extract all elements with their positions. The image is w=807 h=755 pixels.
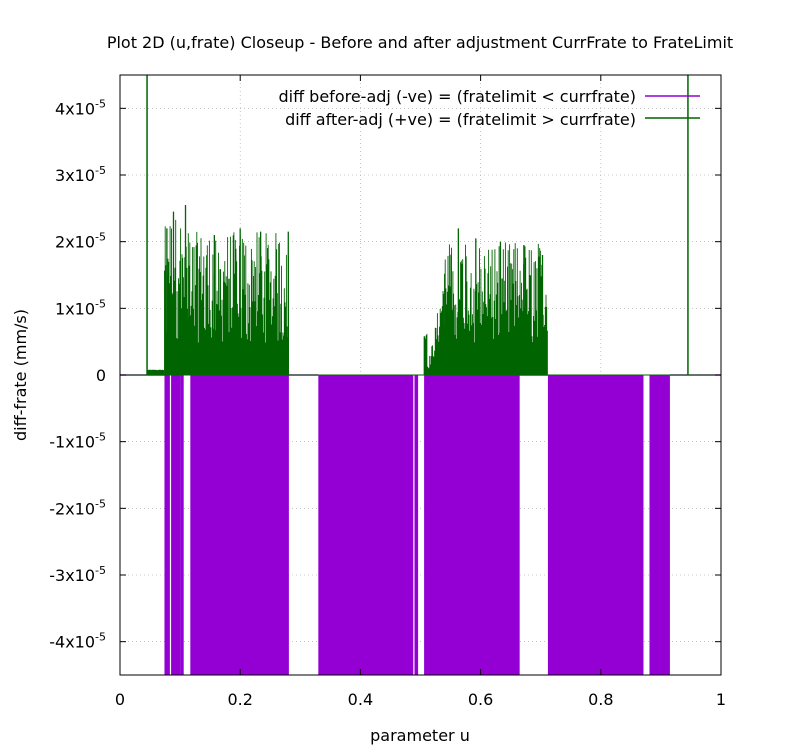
before-adj-impulse-block xyxy=(649,375,670,675)
legend-label-after-adj: diff after-adj (+ve) = (fratelimit > cur… xyxy=(285,110,636,129)
before-adj-impulse-block xyxy=(164,375,170,675)
before-adj-impulse-block xyxy=(414,375,419,675)
after-adj-impulses xyxy=(423,291,445,375)
y-tick-label: 1x10-5 xyxy=(55,297,106,318)
x-axis-label: parameter u xyxy=(370,726,470,745)
x-tick-label: 1 xyxy=(716,690,726,709)
legend: diff before-adj (-ve) = (fratelimit < cu… xyxy=(278,87,700,129)
y-tick-label: -1x10-5 xyxy=(49,431,106,452)
y-tick-mantissa: 1x10 xyxy=(55,299,95,318)
before-adj-impulse-block xyxy=(424,375,520,675)
y-tick-label: 2x10-5 xyxy=(55,231,106,252)
ticks: 0 0.2 0.4 0.6 0.8 14x10-53x10-52x10-51x10-50-… xyxy=(49,75,726,709)
chart-title: Plot 2D (u,frate) Closeup - Before and a… xyxy=(107,33,733,52)
y-tick-exponent: -5 xyxy=(95,631,106,644)
y-tick-label: 3x10-5 xyxy=(55,164,106,185)
before-adj-impulse-block xyxy=(318,375,414,675)
before-adj-impulse-block xyxy=(547,375,644,675)
before-adj-impulse-block xyxy=(190,375,289,675)
y-axis-label: diff-frate (mm/s) xyxy=(11,309,30,441)
legend-label-before-adj: diff before-adj (-ve) = (fratelimit < cu… xyxy=(278,87,636,106)
after-adj-impulses xyxy=(188,231,289,375)
y-tick-label: -4x10-5 xyxy=(49,631,106,652)
y-tick-exponent: -5 xyxy=(95,497,106,510)
y-tick-mantissa: -3x10 xyxy=(49,566,95,585)
before-adj-impulse-block xyxy=(180,375,184,675)
y-tick-exponent: -5 xyxy=(95,564,106,577)
y-tick-exponent: -5 xyxy=(95,231,106,244)
x-tick-label: 0.8 xyxy=(588,690,613,709)
y-tick-label: -2x10-5 xyxy=(49,497,106,518)
after-adj-impulses xyxy=(146,369,165,375)
x-tick-label: 0.4 xyxy=(348,690,373,709)
plot-area xyxy=(120,75,721,675)
y-tick-label: -3x10-5 xyxy=(49,564,106,585)
y-tick-label: 4x10-5 xyxy=(55,97,106,118)
y-tick-exponent: -5 xyxy=(95,297,106,310)
y-tick-mantissa: -4x10 xyxy=(49,633,95,652)
y-tick-mantissa: 4x10 xyxy=(55,99,95,118)
y-tick-mantissa: 3x10 xyxy=(55,166,95,185)
y-tick-mantissa: 2x10 xyxy=(55,233,95,252)
before-adj-impulse-block xyxy=(171,375,181,675)
after-adj-impulses xyxy=(444,242,548,375)
y-tick-exponent: -5 xyxy=(95,164,106,177)
y-tick-mantissa: -1x10 xyxy=(49,433,95,452)
y-tick-label: 0 xyxy=(96,366,106,385)
y-tick-exponent: -5 xyxy=(95,431,106,444)
x-tick-label: 0.2 xyxy=(227,690,252,709)
y-tick-mantissa: -2x10 xyxy=(49,499,95,518)
x-tick-label: 0.6 xyxy=(468,690,493,709)
x-tick-label: 0 xyxy=(115,690,125,709)
y-tick-exponent: -5 xyxy=(95,97,106,110)
